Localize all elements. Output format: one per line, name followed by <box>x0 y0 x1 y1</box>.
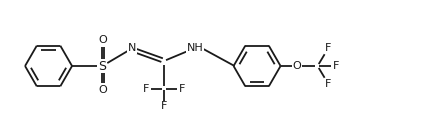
Text: O: O <box>292 61 301 71</box>
Text: F: F <box>143 84 149 93</box>
Text: F: F <box>178 84 184 93</box>
Text: O: O <box>98 35 106 45</box>
Text: NH: NH <box>187 43 203 53</box>
Text: F: F <box>325 43 331 53</box>
Text: F: F <box>332 61 339 71</box>
Text: O: O <box>98 86 106 95</box>
Text: F: F <box>161 101 167 111</box>
Text: S: S <box>98 60 106 72</box>
Text: N: N <box>127 43 135 53</box>
Text: F: F <box>325 79 331 89</box>
